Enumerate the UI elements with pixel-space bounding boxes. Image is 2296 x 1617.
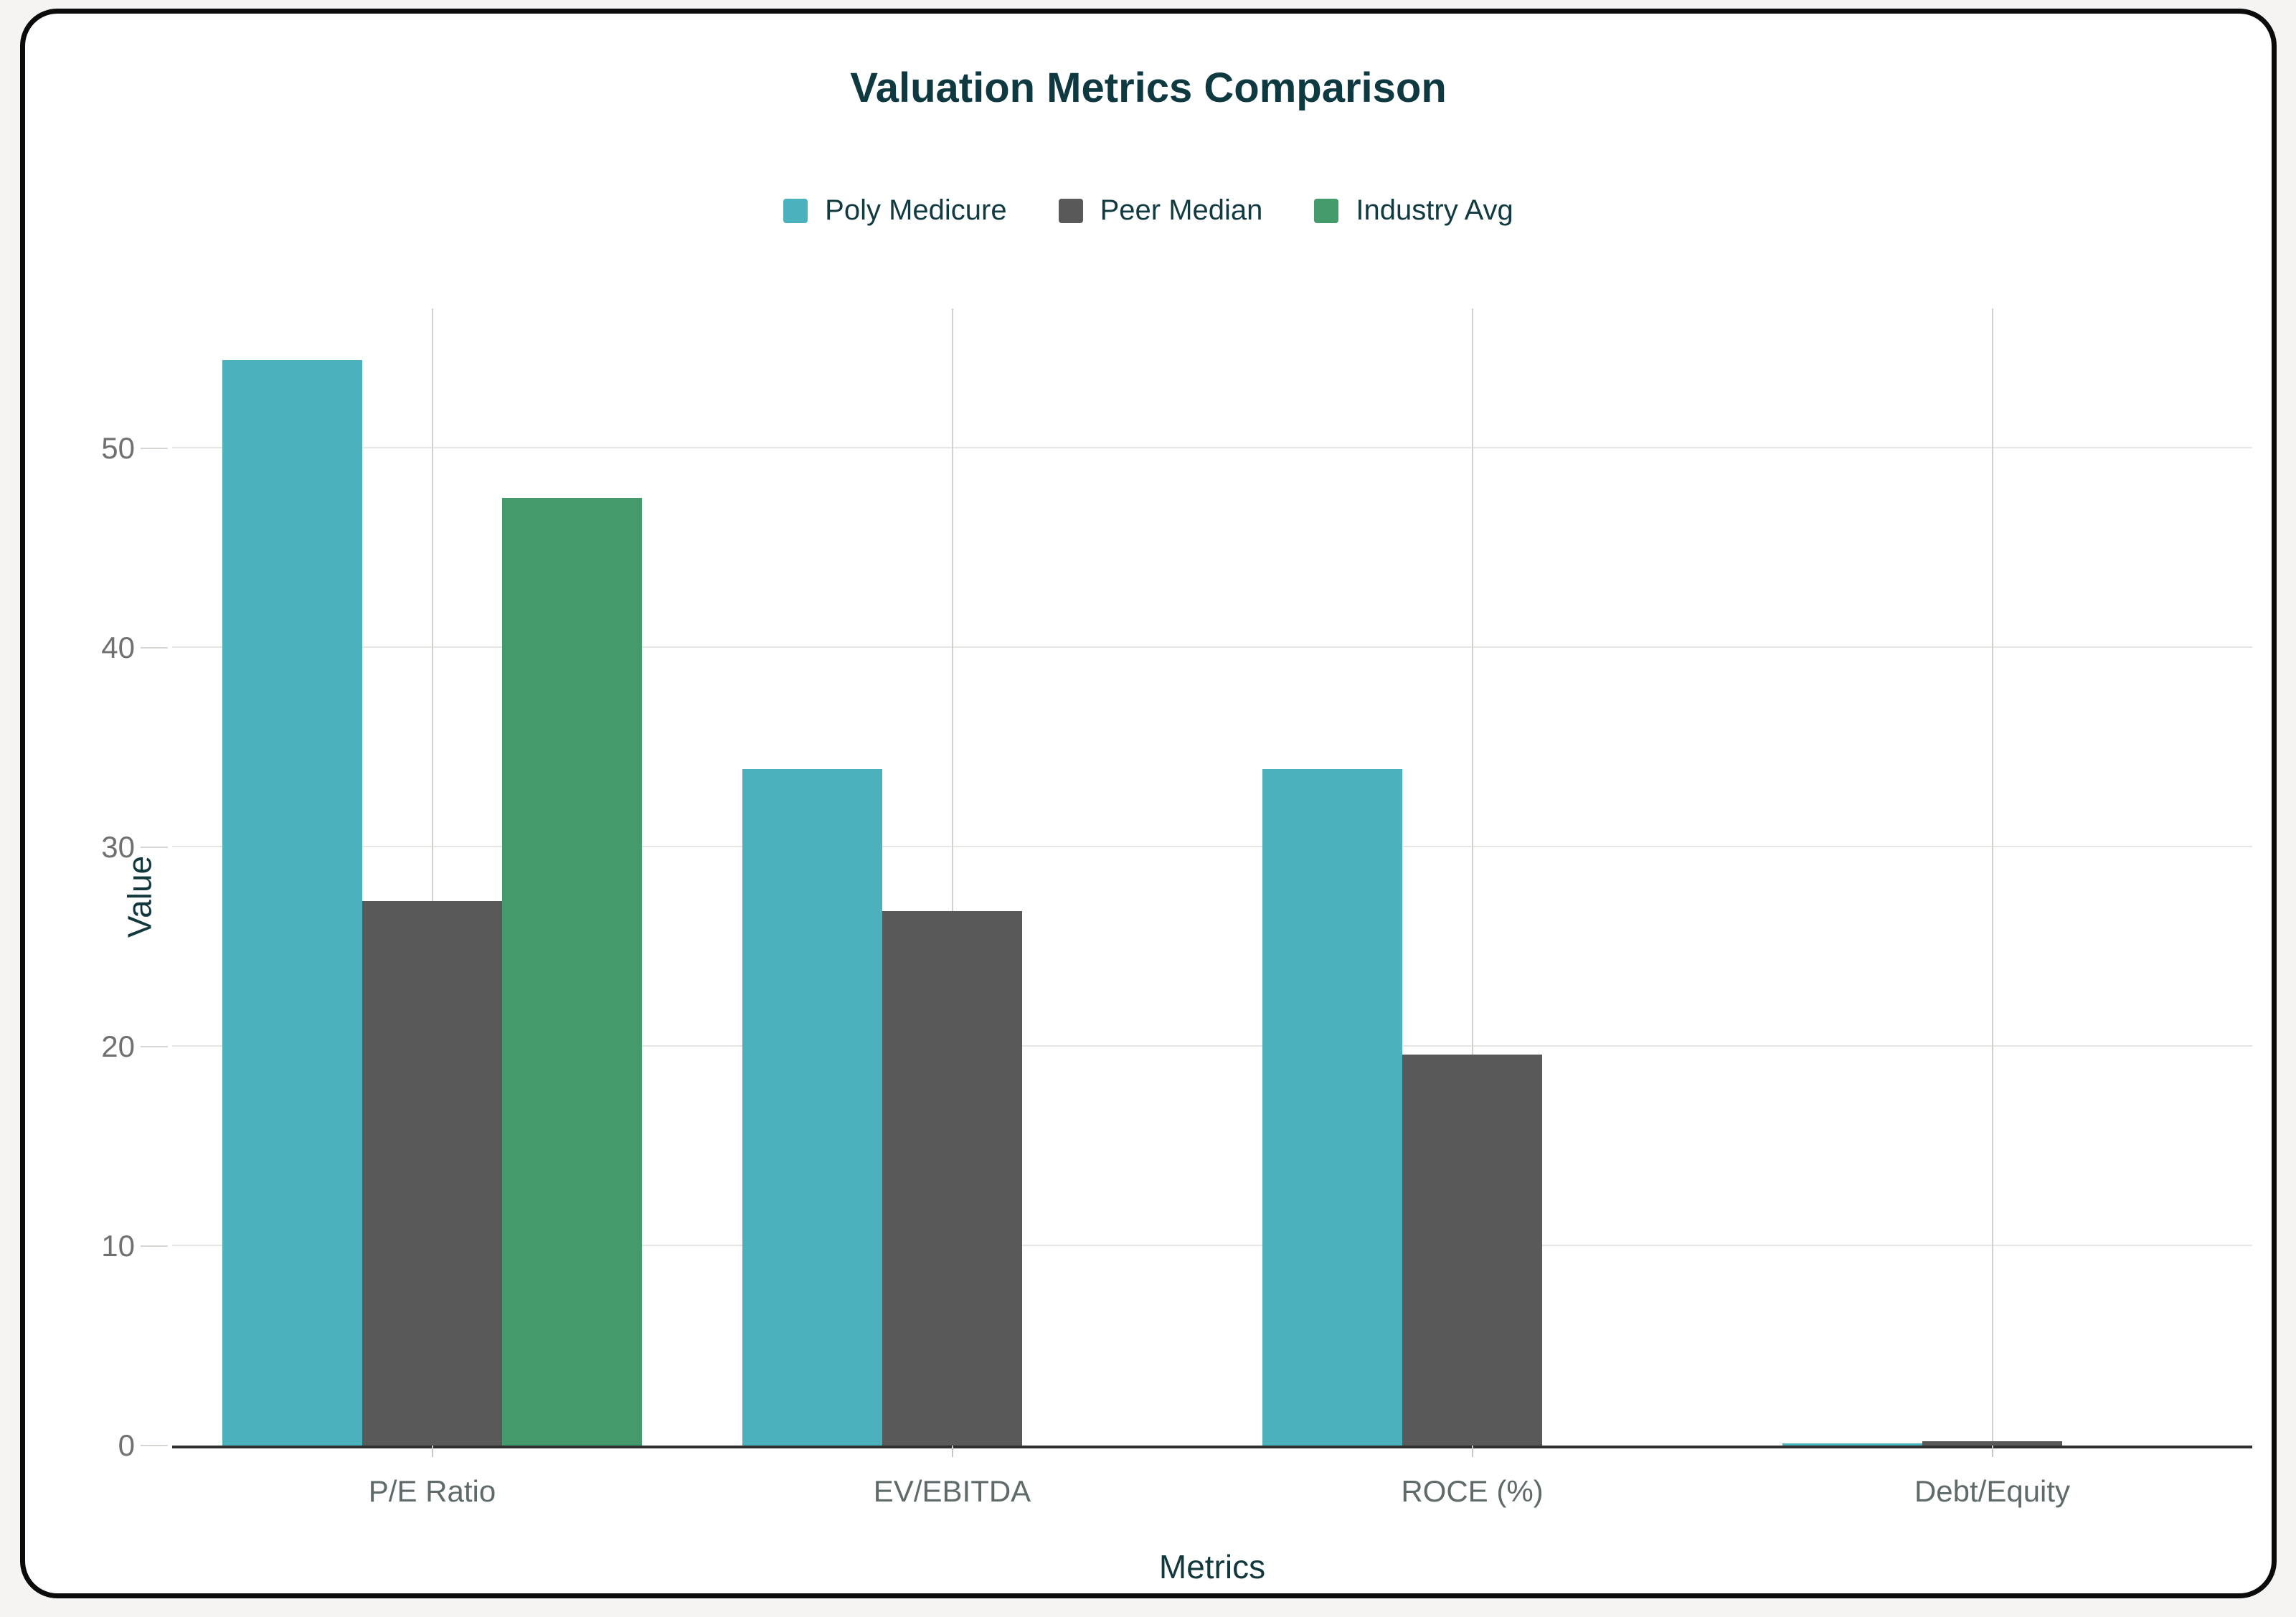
bar-group-2 xyxy=(1212,308,1732,1446)
bar-poly-medicure xyxy=(222,360,362,1446)
chart-title: Valuation Metrics Comparison xyxy=(850,65,1447,111)
legend-item-peer-median: Peer Median xyxy=(1058,194,1263,227)
legend-swatch-icon xyxy=(1058,198,1083,223)
bar-group-1 xyxy=(692,308,1212,1446)
y-tick-mark-20 xyxy=(141,1045,168,1047)
y-tick-label-0: 0 xyxy=(118,1428,135,1462)
bar-industry-avg xyxy=(502,498,643,1446)
bar-peer-median xyxy=(1402,1054,1542,1446)
x-gridline-2 xyxy=(1471,308,1473,1446)
y-tick-label-50: 50 xyxy=(101,430,135,465)
x-gridline-1 xyxy=(951,308,953,1446)
y-axis-title: Value xyxy=(121,855,159,938)
legend-item-poly-medicure: Poly Medicure xyxy=(783,194,1007,227)
y-tick-mark-10 xyxy=(141,1245,168,1247)
y-gridline-50 xyxy=(172,446,2252,448)
bar-poly-medicure xyxy=(1782,1443,1922,1446)
y-tick-mark-30 xyxy=(141,846,168,848)
plot-area: Metrics Value 0 10 20 30 40 50 P/E Ratio EV/EBI… xyxy=(101,308,2252,1585)
bar-poly-medicure xyxy=(742,769,882,1446)
legend-label: Industry Avg xyxy=(1356,194,1513,226)
y-tick-mark-50 xyxy=(141,447,168,449)
x-tick-mark-2 xyxy=(1471,1446,1473,1457)
bar-group-0 xyxy=(172,308,692,1446)
x-category-label: ROCE (%) xyxy=(1401,1474,1544,1508)
y-gridline-10 xyxy=(172,1244,2252,1246)
y-tick-mark-0 xyxy=(141,1445,168,1446)
x-tick-mark-0 xyxy=(431,1446,433,1457)
y-tick-mark-40 xyxy=(141,646,168,649)
legend-swatch-icon xyxy=(1314,198,1339,223)
x-tick-mark-3 xyxy=(1991,1446,1993,1457)
y-tick-label-40: 40 xyxy=(101,630,135,664)
chart-card: Valuation Metrics Comparison Poly Medicu… xyxy=(20,9,2277,1598)
bar-poly-medicure xyxy=(1262,769,1402,1446)
x-category-label: P/E Ratio xyxy=(368,1474,496,1508)
y-tick-label-20: 20 xyxy=(101,1029,135,1063)
legend: Poly Medicure Peer Median Industry Avg xyxy=(25,194,2272,227)
bar-group-3 xyxy=(1732,308,2252,1446)
legend-item-industry-avg: Industry Avg xyxy=(1314,194,1513,227)
x-gridline-3 xyxy=(1991,308,1993,1446)
y-gridline-30 xyxy=(172,845,2252,847)
bar-peer-median xyxy=(362,900,502,1446)
x-gridline-0 xyxy=(431,308,433,1446)
bar-peer-median xyxy=(882,910,1022,1446)
y-gridline-40 xyxy=(172,646,2252,648)
y-gridline-20 xyxy=(172,1045,2252,1047)
legend-label: Poly Medicure xyxy=(825,194,1007,226)
y-tick-label-10: 10 xyxy=(101,1228,135,1263)
legend-label: Peer Median xyxy=(1100,194,1263,226)
bar-peer-median xyxy=(1922,1441,2062,1446)
x-category-label: Debt/Equity xyxy=(1914,1474,2071,1508)
x-axis-title: Metrics xyxy=(1158,1548,1266,1585)
x-category-label: EV/EBITDA xyxy=(873,1474,1031,1508)
y-tick-label-30: 30 xyxy=(101,829,135,864)
x-tick-mark-1 xyxy=(951,1446,953,1457)
legend-swatch-icon xyxy=(783,198,808,223)
